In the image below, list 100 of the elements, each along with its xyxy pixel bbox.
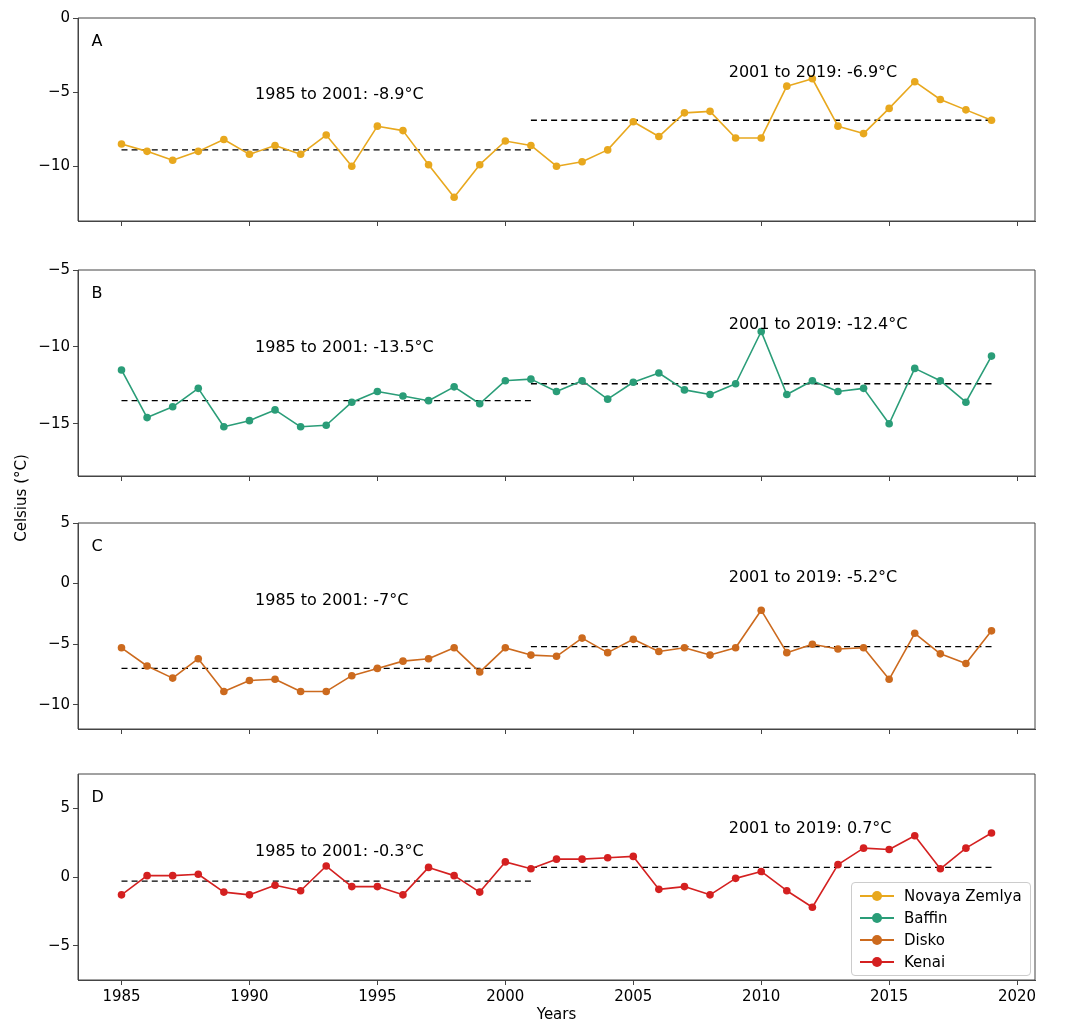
y-tick-label: 5 (60, 512, 70, 531)
point (885, 419, 893, 428)
point (220, 423, 228, 431)
point (578, 376, 586, 385)
annotation: A (91, 31, 103, 51)
y-tick-label: −10 (38, 694, 70, 713)
point (706, 891, 714, 899)
point (450, 193, 458, 202)
y-tick-label: 0 (60, 7, 70, 26)
point (603, 395, 612, 403)
point (322, 687, 331, 696)
point (706, 390, 714, 399)
point (782, 886, 791, 895)
y-tick-label: −5 (47, 634, 70, 653)
point (578, 157, 586, 166)
point (987, 352, 996, 360)
point (680, 386, 689, 394)
point (194, 147, 203, 156)
annotation: 2001 to 2019: 0.7°C (728, 818, 892, 838)
point (962, 398, 970, 407)
x-tick-label: 2005 (614, 986, 653, 1005)
point (603, 648, 612, 657)
point (655, 132, 663, 141)
point (962, 106, 970, 114)
point (782, 390, 791, 399)
point (655, 369, 663, 377)
point (987, 829, 996, 837)
point (399, 891, 407, 899)
point (399, 657, 407, 665)
point (859, 384, 868, 393)
point (424, 654, 433, 663)
point (885, 845, 893, 854)
point (296, 423, 305, 431)
point (501, 858, 510, 866)
point (424, 396, 433, 405)
point (501, 137, 510, 145)
point (194, 384, 203, 393)
point (245, 891, 254, 899)
point (475, 160, 484, 169)
point (194, 870, 203, 879)
point (552, 855, 561, 863)
point (194, 654, 203, 663)
annotation: 1985 to 2001: -7°C (255, 589, 409, 609)
point (680, 882, 689, 891)
point (245, 150, 254, 159)
annotation: B (91, 283, 103, 303)
point (347, 398, 356, 407)
point (731, 379, 740, 388)
point (859, 644, 868, 652)
point (245, 416, 254, 425)
y-tick-label: 5 (60, 798, 70, 817)
x-tick-label: 2020 (997, 986, 1037, 1005)
point (527, 141, 535, 150)
point (168, 674, 177, 682)
point (143, 413, 151, 422)
annotation: 1985 to 2001: -8.9°C (255, 83, 424, 103)
point (373, 387, 382, 396)
point (475, 668, 484, 676)
point (885, 675, 893, 684)
point (629, 635, 638, 644)
y-tick-label: −5 (47, 81, 70, 100)
point (731, 874, 740, 883)
point (117, 891, 126, 899)
y-tick-label: −10 (38, 156, 70, 175)
point (757, 606, 766, 615)
point (962, 659, 970, 668)
point (910, 629, 919, 638)
point (220, 888, 228, 896)
y-axis-title: Celsius (°C) (11, 454, 30, 542)
point (731, 134, 740, 142)
point (962, 844, 970, 852)
annotation: D (91, 787, 104, 807)
point (757, 867, 766, 876)
y-tick-label: −10 (38, 336, 70, 355)
y-tick-label: 0 (60, 573, 70, 592)
point (757, 134, 766, 142)
annotation: C (91, 536, 103, 556)
point (706, 651, 714, 659)
annotation: 1985 to 2001: -13.5°C (255, 336, 434, 356)
point (220, 687, 228, 696)
x-tick-label: 1990 (230, 986, 269, 1005)
point (322, 862, 331, 870)
point (834, 387, 842, 396)
annotation: 2001 to 2019: -6.9°C (728, 61, 898, 81)
point (910, 364, 919, 373)
point (859, 129, 868, 138)
point (373, 882, 382, 891)
x-axis-title: Years (535, 1004, 577, 1023)
point (603, 853, 612, 862)
point (373, 664, 382, 673)
point (450, 871, 458, 880)
point (552, 162, 561, 170)
point (782, 82, 791, 90)
x-tick-label: 2015 (870, 986, 909, 1005)
point (399, 126, 407, 135)
point (808, 903, 817, 912)
point (629, 378, 638, 387)
x-tick-label: 2010 (742, 986, 781, 1005)
point (296, 150, 305, 159)
point (296, 886, 305, 895)
